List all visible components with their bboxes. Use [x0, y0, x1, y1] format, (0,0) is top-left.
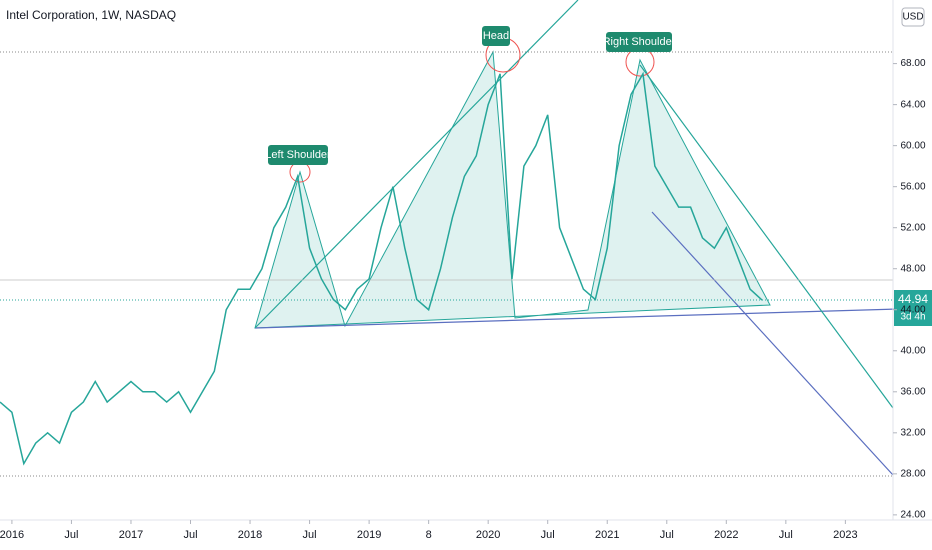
trend-line	[639, 64, 894, 409]
x-tick-label: Jul	[303, 529, 317, 541]
annotation: Head	[483, 30, 509, 42]
annotation-box	[268, 145, 328, 165]
trend-line	[651, 211, 894, 476]
countdown: 3d 4h	[900, 312, 925, 323]
currency-box	[901, 7, 925, 27]
y-tick-label: 32.00	[900, 427, 925, 438]
last-price: 44.94	[898, 292, 928, 306]
x-tick-label: Jul	[64, 529, 78, 541]
x-tick-label: Jul	[183, 529, 197, 541]
x-tick-label: Jul	[541, 529, 555, 541]
y-tick-label: 44.00	[900, 304, 925, 315]
y-tick-label: 36.00	[900, 386, 925, 397]
y-tick-label: 64.00	[900, 99, 925, 110]
x-tick-label: 2016	[0, 529, 24, 541]
pattern: Left Shoulder Head Right Shoulder	[0, 0, 932, 477]
x-tick-label: Jul	[779, 529, 793, 541]
y-tick-label: 52.00	[900, 222, 925, 233]
x-tick-label: 2020	[476, 529, 500, 541]
y-tick-label: 40.00	[900, 345, 925, 356]
x-tick-label: 8	[426, 529, 432, 541]
x-tick-label: 2018	[238, 529, 262, 541]
y-tick-label: 68.00	[900, 58, 925, 69]
price-line	[0, 71, 763, 466]
x-tick-label: 2023	[833, 529, 857, 541]
y-tick-label: 56.00	[900, 181, 925, 192]
annotation-box	[606, 32, 672, 52]
x-tick-label: 2017	[119, 529, 143, 541]
x-tick-label: 2021	[595, 529, 619, 541]
trend-line	[254, 0, 579, 329]
currency: USD	[902, 12, 923, 23]
annotation: Right Shoulder	[603, 36, 676, 48]
chart-title: Intel Corporation, 1W, NASDAQ	[6, 8, 176, 22]
x-tick-label: 2019	[357, 529, 381, 541]
pattern-fill	[254, 50, 771, 329]
annotation-box	[482, 26, 510, 46]
price-tag	[894, 290, 932, 326]
annotation: Left Shoulder	[265, 149, 331, 161]
x-tick-label: Jul	[660, 529, 674, 541]
y-tick-label: 24.00	[900, 510, 925, 521]
y-tick-label: 48.00	[900, 263, 925, 274]
x-tick-label: 2022	[714, 529, 738, 541]
y-tick-label: 60.00	[900, 140, 925, 151]
y-tick-label: 28.00	[900, 468, 925, 479]
neckline	[254, 307, 932, 329]
